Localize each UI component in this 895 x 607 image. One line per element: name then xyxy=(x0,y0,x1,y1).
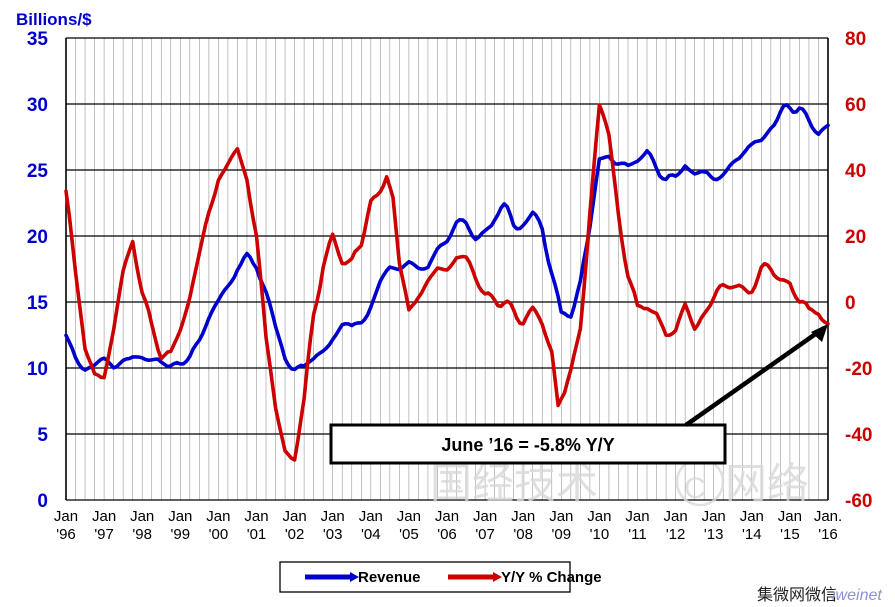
svg-text:35: 35 xyxy=(27,29,49,50)
svg-text:Jan: Jan xyxy=(473,508,497,525)
svg-text:集微网微信: 集微网微信 xyxy=(757,586,837,604)
svg-text:'00: '00 xyxy=(209,526,229,543)
svg-text:10: 10 xyxy=(27,359,48,380)
svg-text:Jan: Jan xyxy=(587,508,611,525)
svg-text:Jan: Jan xyxy=(778,508,802,525)
svg-text:'15: '15 xyxy=(780,526,800,543)
svg-text:Jan: Jan xyxy=(92,508,116,525)
svg-text:25: 25 xyxy=(27,161,49,182)
svg-text:Jan: Jan xyxy=(397,508,421,525)
svg-text:'13: '13 xyxy=(704,526,724,543)
svg-text:June ’16 = -5.8% Y/Y: June ’16 = -5.8% Y/Y xyxy=(441,435,614,455)
svg-text:15: 15 xyxy=(27,293,49,314)
svg-text:Jan: Jan xyxy=(54,508,78,525)
svg-text:Jan: Jan xyxy=(702,508,726,525)
svg-text:60: 60 xyxy=(845,95,866,116)
svg-text:Jan: Jan xyxy=(625,508,649,525)
svg-text:C: C xyxy=(684,472,706,505)
svg-text:Jan: Jan xyxy=(283,508,307,525)
svg-text:'98: '98 xyxy=(132,526,152,543)
svg-text:Jan: Jan xyxy=(168,508,192,525)
svg-text:Revenue: Revenue xyxy=(358,569,421,586)
svg-text:'97: '97 xyxy=(94,526,114,543)
svg-text:'12: '12 xyxy=(666,526,686,543)
svg-text:'05: '05 xyxy=(399,526,419,543)
svg-text:20: 20 xyxy=(27,227,48,248)
svg-text:Jan: Jan xyxy=(740,508,764,525)
svg-text:80: 80 xyxy=(845,29,866,50)
svg-text:'03: '03 xyxy=(323,526,343,543)
svg-text:'16: '16 xyxy=(818,526,838,543)
svg-text:国经技术: 国经技术 xyxy=(430,460,598,507)
svg-text:Jan: Jan xyxy=(206,508,230,525)
svg-text:iweinet: iweinet xyxy=(832,587,882,604)
svg-text:20: 20 xyxy=(845,227,866,248)
svg-text:'96: '96 xyxy=(56,526,76,543)
svg-text:'09: '09 xyxy=(552,526,572,543)
svg-text:-60: -60 xyxy=(845,491,872,512)
svg-text:Jan: Jan xyxy=(244,508,268,525)
svg-text:Y/Y % Change: Y/Y % Change xyxy=(501,569,602,586)
svg-text:'11: '11 xyxy=(628,526,646,543)
svg-text:-20: -20 xyxy=(845,359,872,380)
svg-text:0: 0 xyxy=(37,491,48,512)
svg-text:Billions/$: Billions/$ xyxy=(16,10,92,29)
svg-text:5: 5 xyxy=(37,425,48,446)
svg-text:'04: '04 xyxy=(361,526,381,543)
svg-text:'01: '01 xyxy=(247,526,267,543)
svg-text:'06: '06 xyxy=(437,526,457,543)
svg-text:'99: '99 xyxy=(171,526,191,543)
svg-text:Jan: Jan xyxy=(435,508,459,525)
svg-text:Jan: Jan xyxy=(130,508,154,525)
svg-text:Jan: Jan xyxy=(664,508,688,525)
svg-text:Jan: Jan xyxy=(321,508,345,525)
svg-text:40: 40 xyxy=(845,161,866,182)
svg-text:Jan: Jan xyxy=(359,508,383,525)
svg-text:网络: 网络 xyxy=(725,460,809,507)
svg-text:Jan: Jan xyxy=(511,508,535,525)
svg-text:Jan: Jan xyxy=(549,508,573,525)
svg-text:-40: -40 xyxy=(845,425,872,446)
svg-text:0: 0 xyxy=(845,293,856,314)
svg-text:'08: '08 xyxy=(513,526,533,543)
svg-text:Jan.: Jan. xyxy=(814,508,842,525)
svg-text:'02: '02 xyxy=(285,526,305,543)
svg-text:'10: '10 xyxy=(590,526,610,543)
svg-text:'14: '14 xyxy=(742,526,762,543)
svg-text:'07: '07 xyxy=(475,526,495,543)
svg-text:30: 30 xyxy=(27,95,48,116)
